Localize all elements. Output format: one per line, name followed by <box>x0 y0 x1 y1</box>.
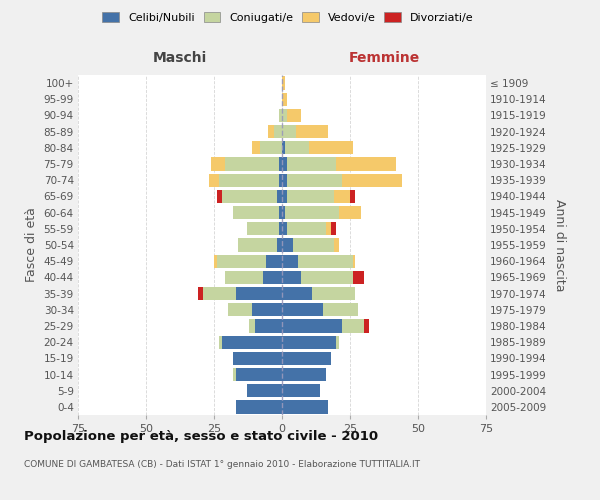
Bar <box>364 320 369 332</box>
Bar <box>282 76 285 90</box>
Bar <box>339 206 361 220</box>
Bar <box>266 254 282 268</box>
Bar <box>233 206 279 220</box>
Bar <box>285 206 339 220</box>
Bar <box>285 141 309 154</box>
Bar <box>268 125 274 138</box>
Bar <box>334 238 339 252</box>
Bar <box>252 303 282 316</box>
Bar <box>282 222 287 235</box>
Bar <box>274 125 282 138</box>
Legend: Celibi/Nubili, Coniugati/e, Vedovi/e, Divorziati/e: Celibi/Nubili, Coniugati/e, Vedovi/e, Di… <box>98 8 478 28</box>
Bar <box>337 336 339 349</box>
Bar <box>282 109 287 122</box>
Bar <box>233 352 282 365</box>
Bar <box>225 158 279 170</box>
Bar <box>298 254 353 268</box>
Bar <box>220 336 222 349</box>
Bar <box>211 158 225 170</box>
Bar <box>203 287 236 300</box>
Bar <box>282 158 287 170</box>
Bar <box>282 254 298 268</box>
Bar <box>222 336 282 349</box>
Bar <box>282 141 285 154</box>
Bar <box>282 206 285 220</box>
Text: Femmine: Femmine <box>349 51 419 65</box>
Bar <box>287 190 334 203</box>
Bar <box>282 287 312 300</box>
Bar <box>279 222 282 235</box>
Bar <box>334 190 350 203</box>
Bar <box>282 384 320 398</box>
Bar <box>282 320 342 332</box>
Bar <box>282 352 331 365</box>
Text: Popolazione per età, sesso e stato civile - 2010: Popolazione per età, sesso e stato civil… <box>24 430 378 443</box>
Bar <box>238 238 277 252</box>
Bar <box>326 222 331 235</box>
Bar <box>222 190 277 203</box>
Bar <box>217 254 266 268</box>
Bar <box>309 141 353 154</box>
Bar <box>282 270 301 284</box>
Bar <box>250 320 255 332</box>
Bar <box>301 270 353 284</box>
Bar <box>282 303 323 316</box>
Bar <box>236 287 282 300</box>
Bar <box>282 400 328 413</box>
Bar <box>225 270 263 284</box>
Text: Maschi: Maschi <box>153 51 207 65</box>
Bar <box>277 190 282 203</box>
Bar <box>220 174 279 187</box>
Text: COMUNE DI GAMBATESA (CB) - Dati ISTAT 1° gennaio 2010 - Elaborazione TUTTITALIA.: COMUNE DI GAMBATESA (CB) - Dati ISTAT 1°… <box>24 460 420 469</box>
Bar <box>217 190 222 203</box>
Bar <box>287 109 301 122</box>
Bar <box>282 125 296 138</box>
Bar <box>279 174 282 187</box>
Bar <box>287 158 337 170</box>
Bar <box>353 254 355 268</box>
Bar <box>236 368 282 381</box>
Bar <box>353 270 364 284</box>
Bar <box>227 303 252 316</box>
Bar <box>277 238 282 252</box>
Bar <box>236 400 282 413</box>
Bar <box>350 190 355 203</box>
Bar <box>247 384 282 398</box>
Bar <box>279 206 282 220</box>
Bar <box>337 158 396 170</box>
Bar <box>342 174 401 187</box>
Bar <box>282 238 293 252</box>
Y-axis label: Anni di nascita: Anni di nascita <box>553 198 566 291</box>
Bar <box>282 174 287 187</box>
Bar <box>293 238 334 252</box>
Bar <box>287 174 342 187</box>
Bar <box>247 222 279 235</box>
Bar <box>260 141 282 154</box>
Bar <box>197 287 203 300</box>
Bar <box>331 222 337 235</box>
Bar <box>263 270 282 284</box>
Bar <box>233 368 236 381</box>
Bar <box>323 303 358 316</box>
Bar <box>214 254 217 268</box>
Bar <box>252 141 260 154</box>
Bar <box>287 222 326 235</box>
Bar <box>312 287 355 300</box>
Bar <box>282 92 287 106</box>
Bar <box>282 336 337 349</box>
Bar <box>282 190 287 203</box>
Bar <box>342 320 364 332</box>
Y-axis label: Fasce di età: Fasce di età <box>25 208 38 282</box>
Bar <box>296 125 328 138</box>
Bar <box>209 174 220 187</box>
Bar <box>279 158 282 170</box>
Bar <box>255 320 282 332</box>
Bar <box>279 109 282 122</box>
Bar <box>282 368 326 381</box>
